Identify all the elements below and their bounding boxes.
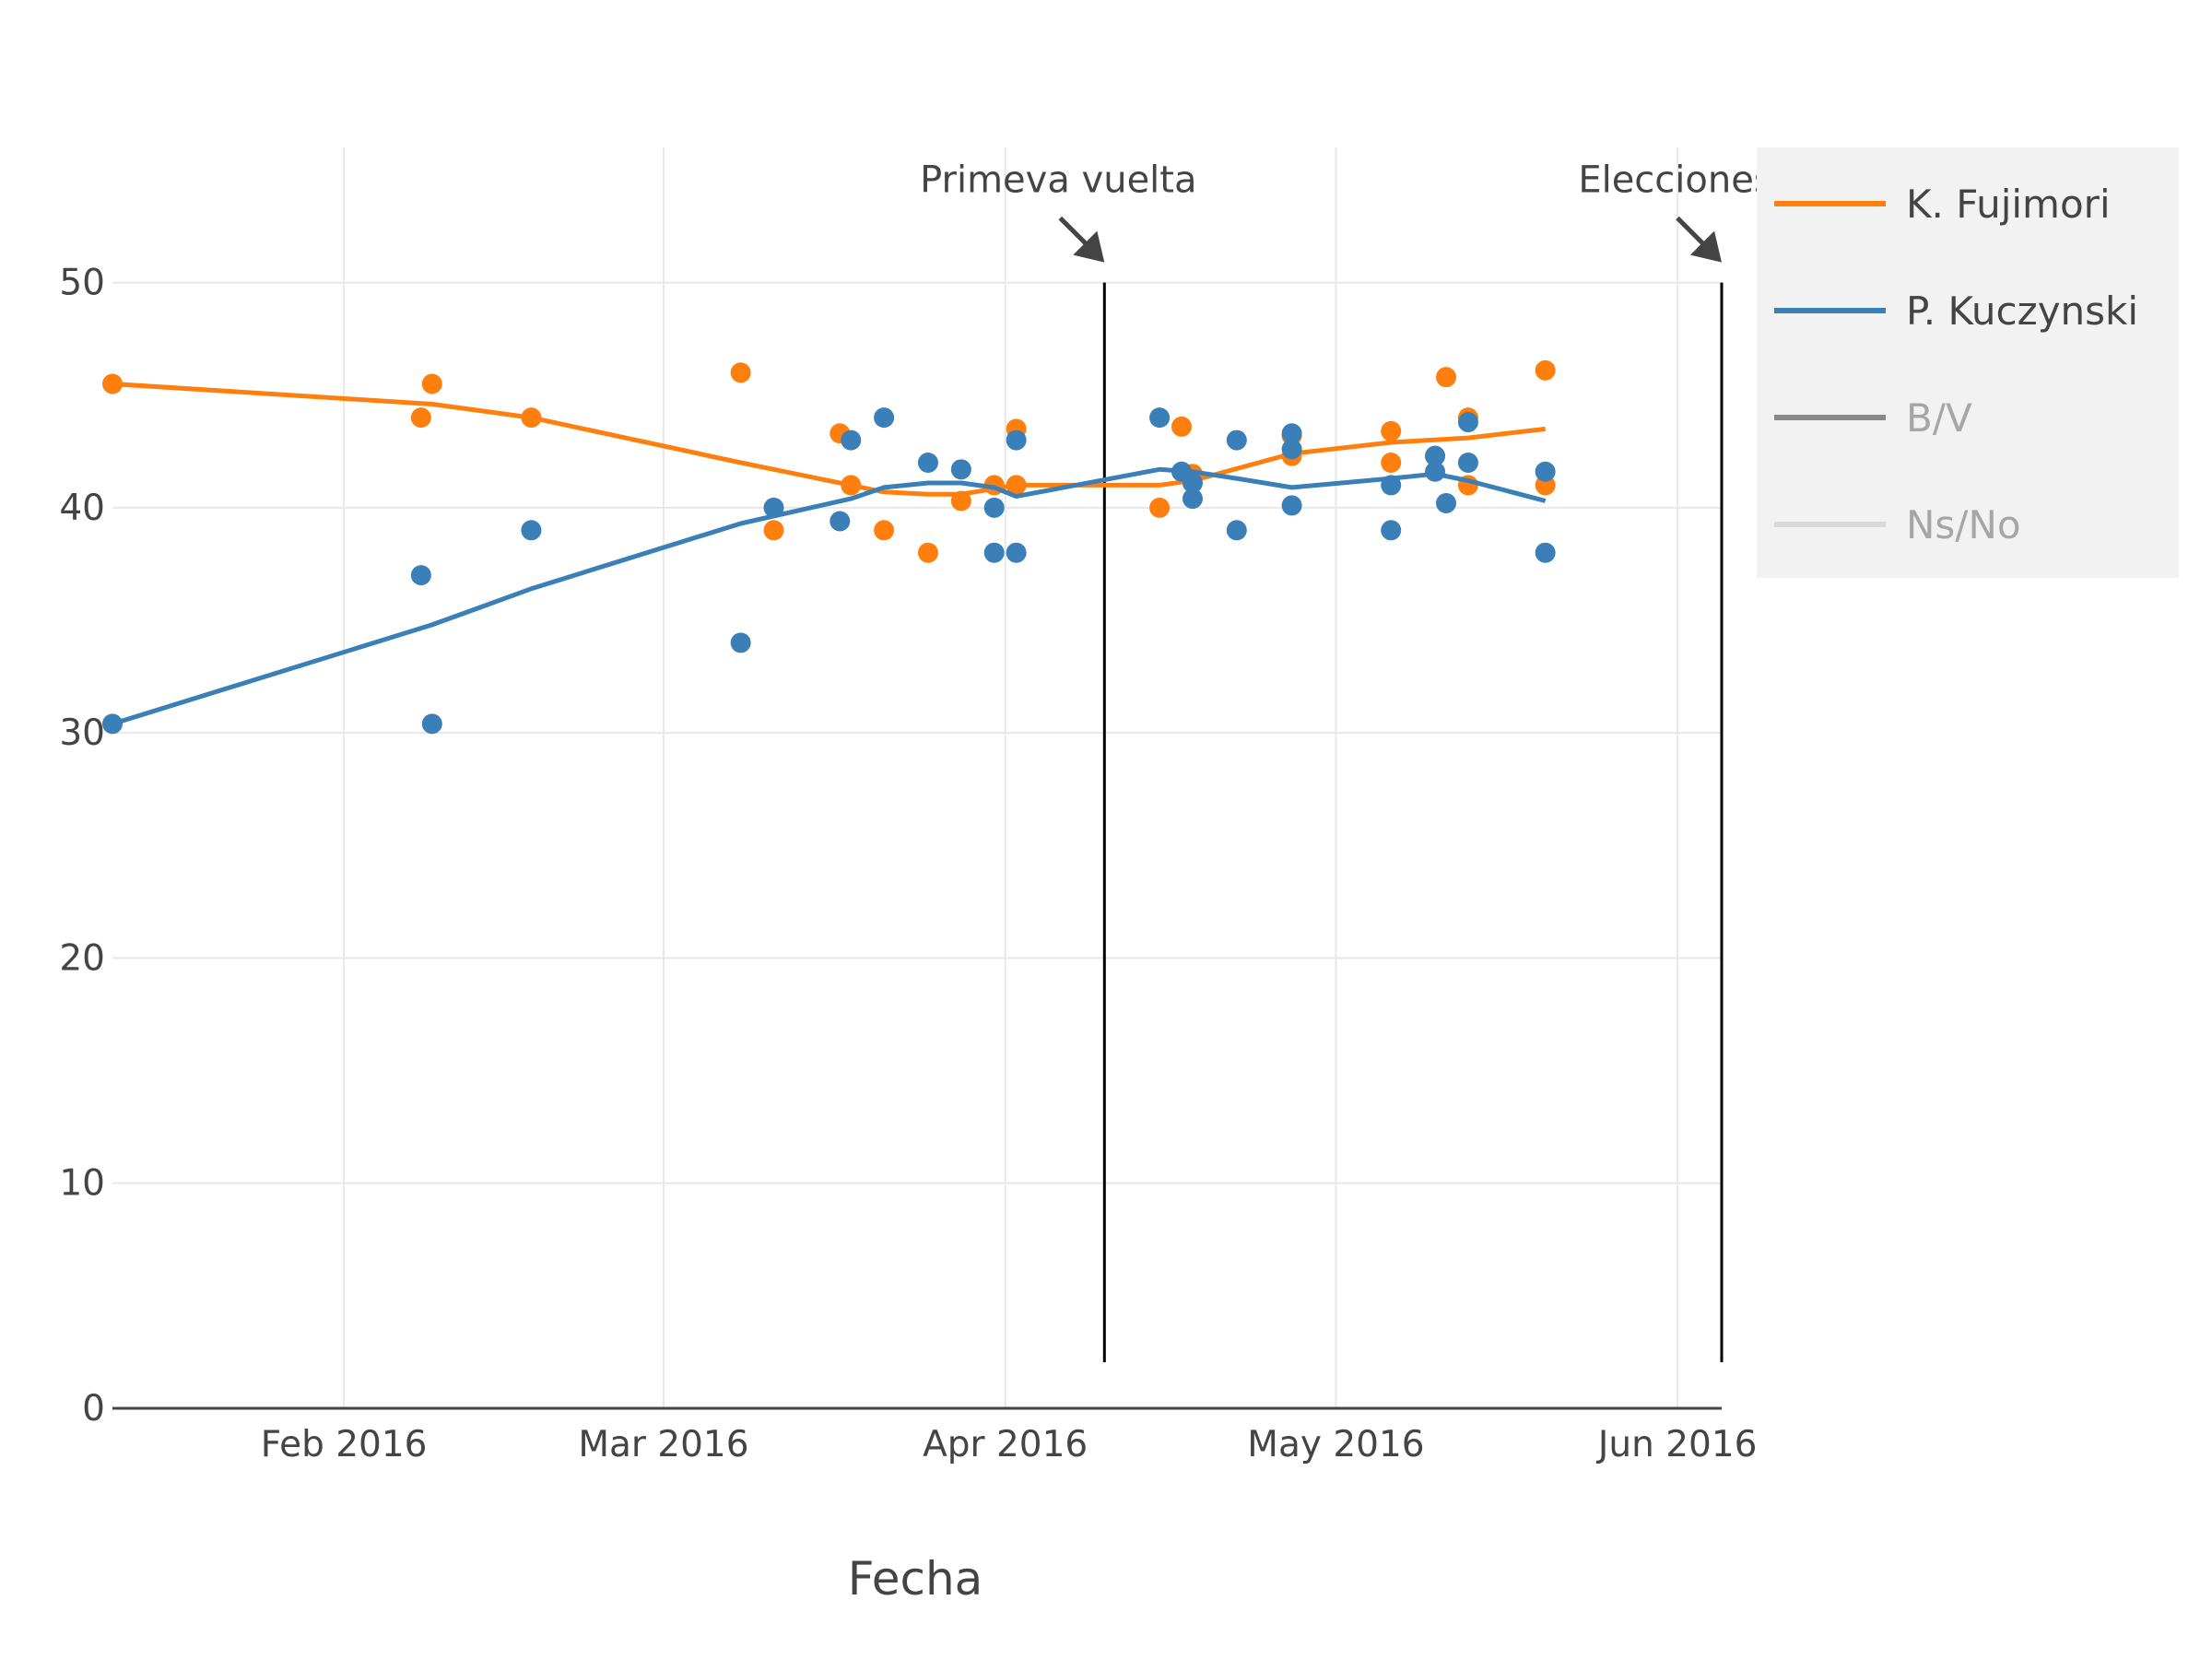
data-point[interactable] bbox=[421, 373, 442, 394]
data-point[interactable] bbox=[1535, 542, 1556, 563]
data-point[interactable] bbox=[1535, 359, 1556, 381]
data-point[interactable] bbox=[830, 511, 851, 532]
trend-line bbox=[112, 466, 1547, 726]
y-tick-label: 30 bbox=[59, 712, 105, 754]
data-point[interactable] bbox=[1171, 416, 1193, 437]
data-point[interactable] bbox=[1381, 520, 1402, 541]
data-point[interactable] bbox=[102, 713, 123, 735]
data-point[interactable] bbox=[874, 407, 895, 429]
x-tick-label: May 2016 bbox=[1247, 1424, 1424, 1465]
x-tick-label: Jun 2016 bbox=[1595, 1424, 1758, 1465]
annotations: Primeva vuelta Elecciones bbox=[920, 159, 1773, 263]
data-point[interactable] bbox=[1281, 495, 1302, 516]
data-point[interactable] bbox=[917, 542, 938, 563]
data-point[interactable] bbox=[102, 373, 123, 394]
data-point[interactable] bbox=[1149, 497, 1171, 518]
legend-item[interactable]: Ns/No bbox=[1774, 502, 2021, 547]
x-tick-label: Apr 2016 bbox=[923, 1424, 1088, 1465]
data-point[interactable] bbox=[521, 520, 542, 541]
data-point[interactable] bbox=[410, 565, 431, 586]
data-point[interactable] bbox=[1281, 439, 1302, 460]
legend-label: P. Kuczynski bbox=[1906, 288, 2138, 334]
legend-label: B/V bbox=[1906, 395, 1972, 441]
data-point[interactable] bbox=[950, 459, 971, 480]
y-tick-label: 10 bbox=[59, 1163, 105, 1205]
data-point[interactable] bbox=[410, 407, 431, 429]
legend-item[interactable]: B/V bbox=[1774, 395, 1972, 441]
data-point[interactable] bbox=[1006, 542, 1027, 563]
y-tick-label: 20 bbox=[59, 937, 105, 979]
data-point[interactable] bbox=[1226, 520, 1247, 541]
data-point[interactable] bbox=[1006, 475, 1027, 496]
trend-line bbox=[112, 382, 1546, 497]
data-point[interactable] bbox=[841, 475, 862, 496]
data-point[interactable] bbox=[421, 713, 442, 735]
annotation-label: Primeva vuelta bbox=[920, 159, 1196, 202]
data-point[interactable] bbox=[1381, 453, 1402, 473]
legend-item[interactable]: K. Fujimori bbox=[1774, 182, 2111, 227]
y-tick-label: 0 bbox=[82, 1388, 105, 1430]
data-point[interactable] bbox=[1182, 472, 1203, 493]
series-layer bbox=[102, 359, 1556, 735]
data-point[interactable] bbox=[1381, 475, 1402, 496]
legend-label: Ns/No bbox=[1906, 502, 2021, 547]
y-axis: 0 10 20 30 40 50 bbox=[59, 263, 105, 1430]
legend-label: K. Fujimori bbox=[1906, 182, 2111, 227]
data-point[interactable] bbox=[1457, 453, 1478, 473]
data-point[interactable] bbox=[730, 632, 751, 653]
annotation-arrowhead bbox=[1690, 230, 1722, 263]
data-point[interactable] bbox=[917, 453, 938, 473]
data-point[interactable] bbox=[1226, 429, 1247, 451]
data-point[interactable] bbox=[1436, 367, 1457, 388]
data-point[interactable] bbox=[1281, 423, 1302, 444]
data-point[interactable] bbox=[1182, 488, 1203, 510]
data-point[interactable] bbox=[1381, 420, 1402, 441]
series-1 bbox=[102, 407, 1556, 735]
annotation-arrowhead bbox=[1073, 230, 1105, 263]
data-point[interactable] bbox=[1535, 461, 1556, 482]
data-point[interactable] bbox=[983, 542, 1005, 563]
y-tick-label: 50 bbox=[59, 263, 105, 304]
annotation-label: Elecciones bbox=[1578, 159, 1772, 202]
data-point[interactable] bbox=[1436, 492, 1457, 513]
data-point[interactable] bbox=[950, 490, 971, 512]
data-point[interactable] bbox=[763, 520, 784, 541]
data-point[interactable] bbox=[1149, 407, 1171, 429]
data-point[interactable] bbox=[1425, 445, 1446, 466]
x-tick-label: Feb 2016 bbox=[261, 1424, 428, 1465]
data-point[interactable] bbox=[521, 407, 542, 429]
data-point[interactable] bbox=[763, 497, 784, 518]
data-point[interactable] bbox=[1457, 412, 1478, 433]
legend[interactable]: K. Fujimori P. Kuczynski B/V Ns/No bbox=[1757, 147, 2179, 578]
data-point[interactable] bbox=[983, 497, 1005, 518]
data-point[interactable] bbox=[874, 520, 895, 541]
data-point[interactable] bbox=[1425, 461, 1446, 482]
legend-background bbox=[1757, 147, 2179, 578]
event-lines bbox=[1102, 282, 1724, 1362]
data-point[interactable] bbox=[1006, 429, 1027, 451]
series-0 bbox=[102, 359, 1556, 563]
x-axis-title: Fecha bbox=[848, 1552, 983, 1606]
data-point[interactable] bbox=[841, 429, 862, 451]
x-tick-label: Mar 2016 bbox=[578, 1424, 748, 1465]
y-tick-label: 40 bbox=[59, 488, 105, 529]
legend-item[interactable]: P. Kuczynski bbox=[1774, 288, 2138, 334]
data-point[interactable] bbox=[730, 362, 751, 383]
x-axis: Feb 2016 Mar 2016 Apr 2016 May 2016 Jun 2016 bbox=[112, 1406, 1758, 1465]
gridlines bbox=[112, 147, 1722, 1408]
